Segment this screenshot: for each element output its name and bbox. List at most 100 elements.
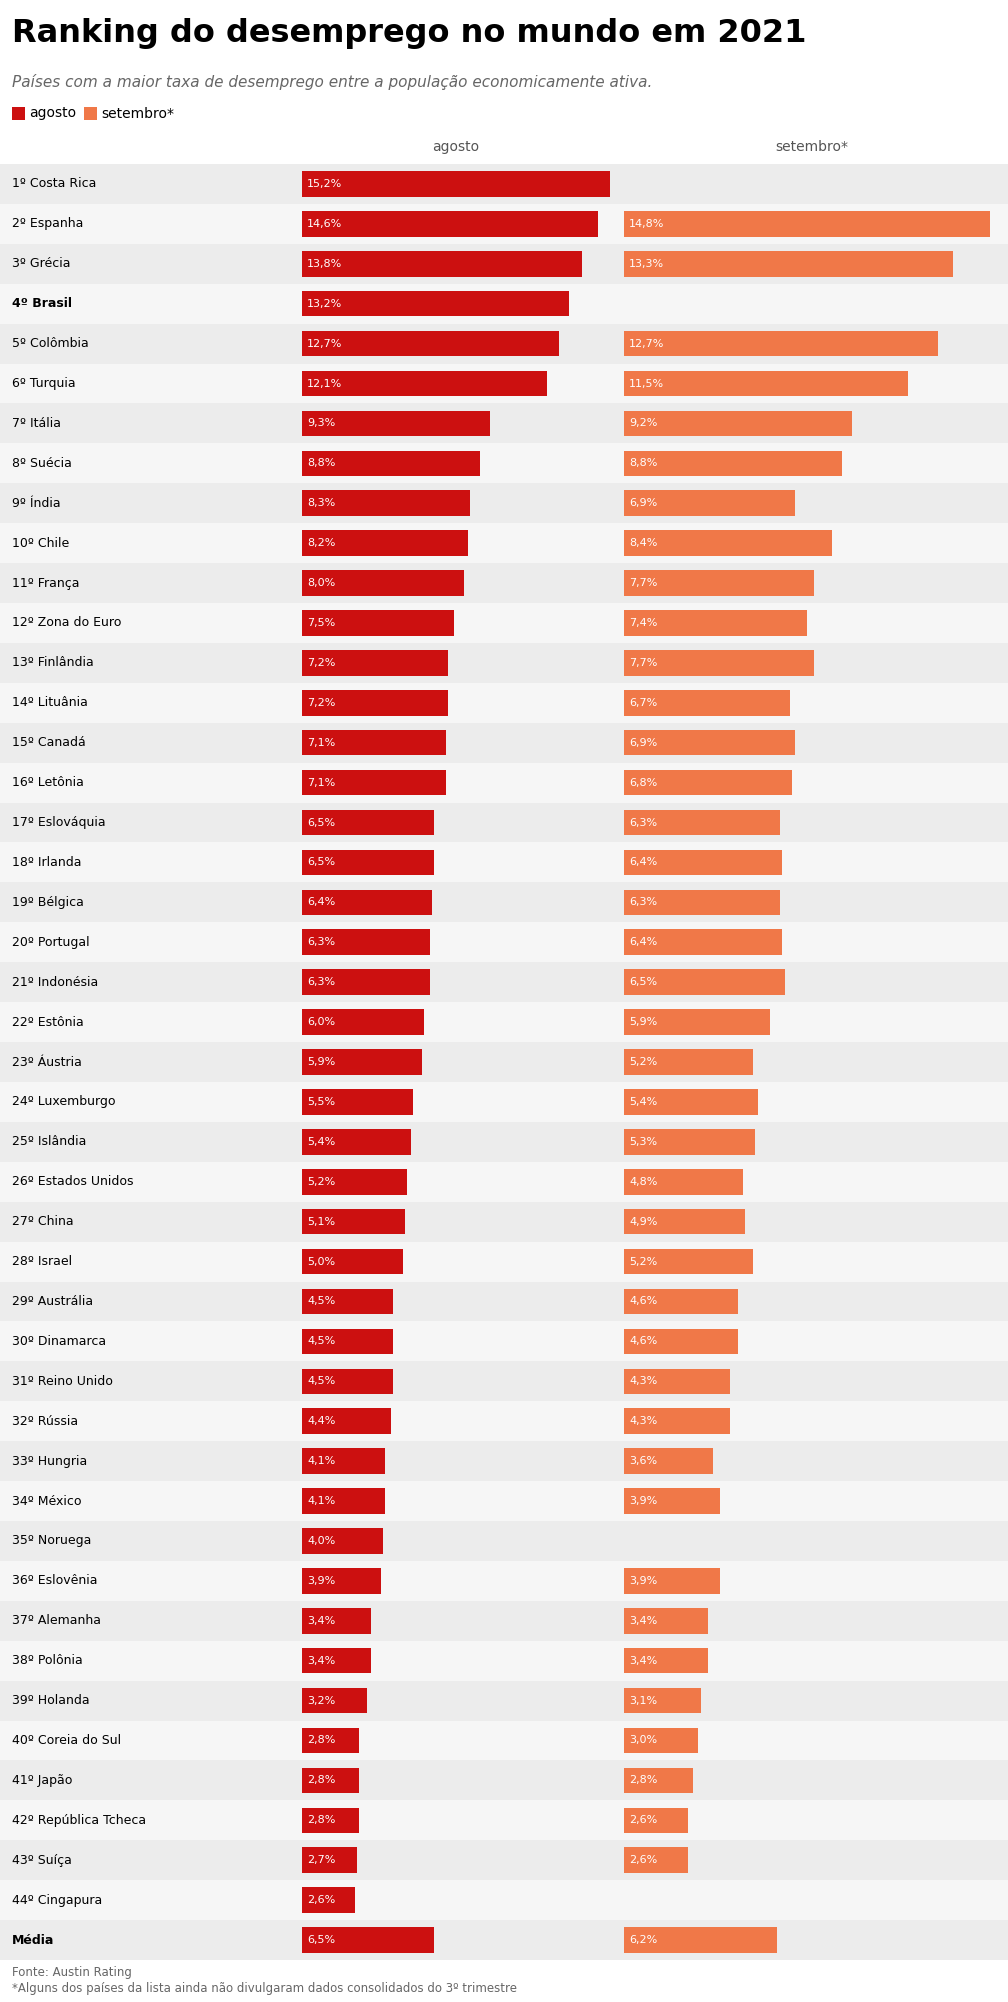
- Text: 7,1%: 7,1%: [307, 737, 336, 747]
- Text: 6,0%: 6,0%: [307, 1017, 335, 1027]
- Text: 8,8%: 8,8%: [629, 458, 657, 468]
- Text: 6,9%: 6,9%: [629, 737, 657, 747]
- Text: 4,9%: 4,9%: [629, 1217, 657, 1227]
- Text: 12,7%: 12,7%: [629, 338, 664, 348]
- Text: 4,6%: 4,6%: [629, 1297, 657, 1307]
- Text: 34º México: 34º México: [12, 1495, 82, 1508]
- Text: 15º Canadá: 15º Canadá: [12, 737, 86, 749]
- Text: *Alguns dos países da lista ainda não divulgaram dados consolidados do 3º trimes: *Alguns dos países da lista ainda não di…: [12, 1982, 517, 1996]
- Text: 2,6%: 2,6%: [629, 1856, 657, 1866]
- Text: 4,5%: 4,5%: [307, 1337, 336, 1347]
- Text: 7,2%: 7,2%: [307, 699, 336, 709]
- Text: 12,7%: 12,7%: [307, 338, 343, 348]
- Text: 27º China: 27º China: [12, 1215, 74, 1227]
- Text: 6,9%: 6,9%: [629, 498, 657, 509]
- Text: 7º Itália: 7º Itália: [12, 416, 61, 430]
- Text: 3,9%: 3,9%: [629, 1576, 657, 1586]
- Text: 7,4%: 7,4%: [629, 619, 657, 629]
- Text: 35º Noruega: 35º Noruega: [12, 1534, 92, 1548]
- Text: 41º Japão: 41º Japão: [12, 1774, 73, 1788]
- Text: 6,2%: 6,2%: [629, 1936, 657, 1946]
- Text: 5,9%: 5,9%: [307, 1057, 336, 1067]
- Text: 4,4%: 4,4%: [307, 1415, 336, 1425]
- Text: 2,8%: 2,8%: [307, 1816, 336, 1826]
- Text: 6,5%: 6,5%: [629, 977, 657, 987]
- Text: 4,6%: 4,6%: [629, 1337, 657, 1347]
- Text: 13,2%: 13,2%: [307, 298, 343, 308]
- Text: 3,4%: 3,4%: [629, 1656, 657, 1666]
- Text: 6,4%: 6,4%: [307, 897, 336, 907]
- Text: 38º Polônia: 38º Polônia: [12, 1654, 83, 1668]
- Text: 10º Chile: 10º Chile: [12, 537, 70, 551]
- Text: 5,2%: 5,2%: [629, 1257, 657, 1267]
- Text: 6,3%: 6,3%: [307, 937, 335, 947]
- Text: 6,4%: 6,4%: [629, 857, 657, 867]
- Text: 13º Finlândia: 13º Finlândia: [12, 657, 94, 669]
- Text: 6,3%: 6,3%: [629, 897, 657, 907]
- Text: 25º Islândia: 25º Islândia: [12, 1135, 87, 1149]
- Text: 33º Hungria: 33º Hungria: [12, 1455, 88, 1467]
- Text: 5,5%: 5,5%: [307, 1097, 335, 1107]
- Text: 5,2%: 5,2%: [307, 1177, 336, 1187]
- Text: 7,7%: 7,7%: [629, 579, 657, 589]
- Text: 4,8%: 4,8%: [629, 1177, 657, 1187]
- Text: 4,3%: 4,3%: [629, 1415, 657, 1425]
- Text: 3,9%: 3,9%: [629, 1495, 657, 1506]
- Text: setembro*: setembro*: [775, 140, 849, 154]
- Text: 6,7%: 6,7%: [629, 699, 657, 709]
- Text: 2,8%: 2,8%: [307, 1776, 336, 1786]
- Text: 4,1%: 4,1%: [307, 1455, 336, 1465]
- Text: 14,8%: 14,8%: [629, 218, 664, 228]
- Text: 7,5%: 7,5%: [307, 619, 336, 629]
- Text: 6,5%: 6,5%: [307, 1936, 335, 1946]
- Text: 8,3%: 8,3%: [307, 498, 336, 509]
- Text: 15,2%: 15,2%: [307, 178, 343, 188]
- Text: 23º Áustria: 23º Áustria: [12, 1055, 82, 1069]
- Text: Países com a maior taxa de desemprego entre a população economicamente ativa.: Países com a maior taxa de desemprego en…: [12, 74, 652, 90]
- Text: 9,2%: 9,2%: [629, 418, 657, 428]
- Text: 3,1%: 3,1%: [629, 1696, 657, 1706]
- Text: 6,5%: 6,5%: [307, 857, 335, 867]
- Text: 2,8%: 2,8%: [629, 1776, 657, 1786]
- Text: 2,6%: 2,6%: [629, 1816, 657, 1826]
- Text: 13,8%: 13,8%: [307, 258, 343, 268]
- Text: 2,7%: 2,7%: [307, 1856, 336, 1866]
- Text: 3,9%: 3,9%: [307, 1576, 336, 1586]
- Text: 1º Costa Rica: 1º Costa Rica: [12, 178, 97, 190]
- Text: 37º Alemanha: 37º Alemanha: [12, 1614, 101, 1628]
- Text: 29º Austrália: 29º Austrália: [12, 1295, 93, 1307]
- Text: 7,7%: 7,7%: [629, 659, 657, 669]
- Text: 4º Brasil: 4º Brasil: [12, 296, 72, 310]
- Text: setembro*: setembro*: [101, 106, 174, 120]
- Text: 6º Turquia: 6º Turquia: [12, 376, 76, 390]
- Text: 8,8%: 8,8%: [307, 458, 336, 468]
- Text: 2,6%: 2,6%: [307, 1896, 336, 1906]
- Text: 30º Dinamarca: 30º Dinamarca: [12, 1335, 106, 1347]
- Text: 3,6%: 3,6%: [629, 1455, 657, 1465]
- Text: 26º Estados Unidos: 26º Estados Unidos: [12, 1175, 133, 1189]
- Text: 39º Holanda: 39º Holanda: [12, 1694, 90, 1708]
- Text: 3º Grécia: 3º Grécia: [12, 258, 71, 270]
- Text: 8,0%: 8,0%: [307, 579, 336, 589]
- Text: 4,0%: 4,0%: [307, 1536, 336, 1546]
- Text: 43º Suíça: 43º Suíça: [12, 1854, 72, 1866]
- Text: 22º Estônia: 22º Estônia: [12, 1015, 84, 1029]
- Text: Média: Média: [12, 1934, 54, 1946]
- Text: Fonte: Austin Rating: Fonte: Austin Rating: [12, 1966, 132, 1980]
- Text: 9º Índia: 9º Índia: [12, 496, 60, 511]
- Text: 44º Cingapura: 44º Cingapura: [12, 1894, 102, 1906]
- Text: 3,4%: 3,4%: [307, 1656, 336, 1666]
- Text: 7,1%: 7,1%: [307, 777, 336, 787]
- Text: 13,3%: 13,3%: [629, 258, 664, 268]
- Text: 5,2%: 5,2%: [629, 1057, 657, 1067]
- Text: 7,2%: 7,2%: [307, 659, 336, 669]
- Text: 14º Lituânia: 14º Lituânia: [12, 697, 88, 709]
- Text: 5º Colômbia: 5º Colômbia: [12, 336, 89, 350]
- Text: 40º Coreia do Sul: 40º Coreia do Sul: [12, 1734, 121, 1748]
- Text: 5,4%: 5,4%: [629, 1097, 657, 1107]
- Text: 19º Bélgica: 19º Bélgica: [12, 895, 84, 909]
- Text: 3,4%: 3,4%: [629, 1616, 657, 1626]
- Text: 3,0%: 3,0%: [629, 1736, 657, 1746]
- Text: 36º Eslovênia: 36º Eslovênia: [12, 1574, 98, 1588]
- Text: 14,6%: 14,6%: [307, 218, 343, 228]
